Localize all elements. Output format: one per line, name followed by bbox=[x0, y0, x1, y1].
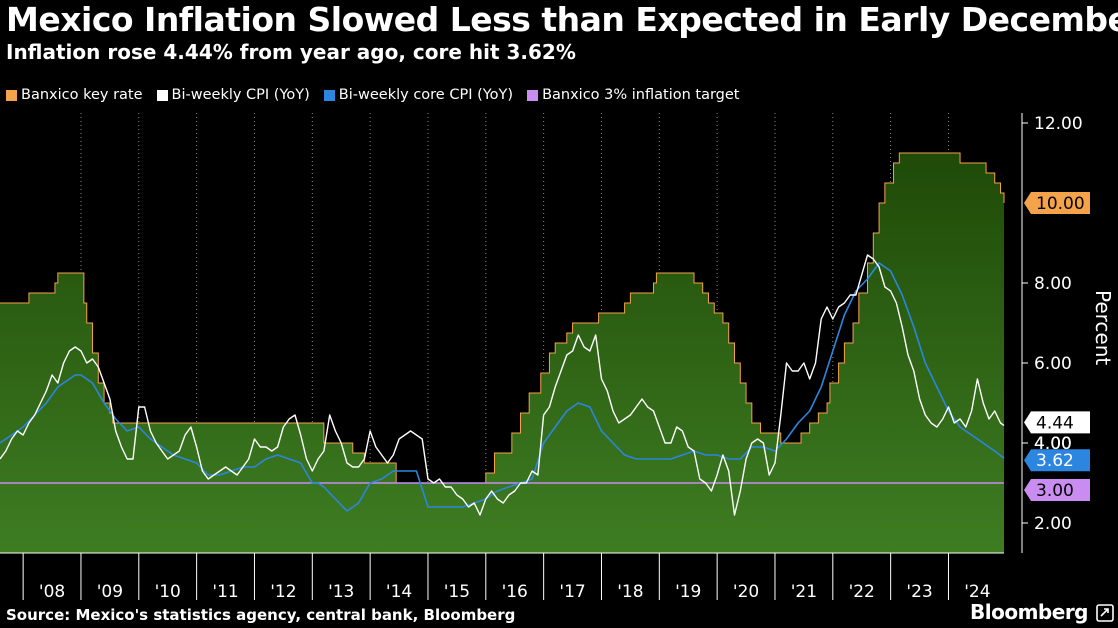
end-label-tag bbox=[1024, 411, 1090, 434]
x-tick-label: '09 bbox=[97, 582, 123, 600]
legend-item-core-cpi: Bi-weekly core CPI (YoY) bbox=[323, 87, 514, 103]
x-tick-label: '14 bbox=[386, 582, 412, 600]
y-tick-label: 4.00 bbox=[1034, 434, 1072, 454]
legend-swatch-key-rate bbox=[6, 89, 17, 101]
share-icon[interactable] bbox=[1096, 604, 1114, 622]
legend-label: Bi-weekly core CPI (YoY) bbox=[338, 87, 514, 103]
legend-item-target: Banxico 3% inflation target bbox=[527, 87, 740, 103]
legend-label: Bi-weekly CPI (YoY) bbox=[171, 87, 310, 103]
y-tick-label: 12.00 bbox=[1034, 114, 1083, 134]
end-label-tag bbox=[1024, 479, 1090, 501]
x-tick-label: '18 bbox=[617, 582, 643, 600]
y-axis-title: Percent bbox=[1091, 290, 1115, 365]
legend: Banxico key rate Bi-weekly CPI (YoY) Bi-… bbox=[6, 85, 754, 105]
x-tick-label: '24 bbox=[964, 582, 990, 600]
x-tick-label: '20 bbox=[733, 582, 759, 600]
y-tick-label: 8.00 bbox=[1034, 274, 1072, 294]
x-tick-label: '22 bbox=[849, 582, 875, 600]
key-rate-end-label: 10.00 bbox=[1024, 192, 1090, 214]
legend-label: Banxico 3% inflation target bbox=[542, 87, 740, 103]
legend-item-cpi: Bi-weekly CPI (YoY) bbox=[156, 87, 310, 103]
x-tick-label: '17 bbox=[559, 582, 585, 600]
x-tick-label: '21 bbox=[791, 582, 817, 600]
legend-swatch-core-cpi bbox=[323, 89, 335, 101]
x-tick-label: '23 bbox=[906, 582, 932, 600]
end-label-text: 4.44 bbox=[1036, 413, 1074, 433]
x-tick-label: '15 bbox=[444, 582, 470, 600]
legend-swatch-target bbox=[527, 89, 539, 101]
end-label-text: 10.00 bbox=[1036, 194, 1085, 214]
end-label-tag bbox=[1024, 192, 1090, 214]
key-rate-area bbox=[0, 153, 1004, 553]
cpi-end-label: 4.44 bbox=[1024, 411, 1090, 434]
chart-title: Mexico Inflation Slowed Less than Expect… bbox=[6, 0, 1118, 39]
x-tick-label: '10 bbox=[155, 582, 181, 600]
end-label-tag bbox=[1024, 449, 1090, 472]
y-tick-label: 4.00 bbox=[1034, 434, 1072, 454]
source-note: Source: Mexico's statistics agency, cent… bbox=[6, 606, 516, 624]
x-tick-label: '08 bbox=[39, 582, 65, 600]
x-tick-label: '13 bbox=[328, 582, 354, 600]
legend-label: Banxico key rate bbox=[21, 87, 143, 103]
legend-swatch-cpi bbox=[156, 89, 168, 101]
x-tick-label: '12 bbox=[270, 582, 296, 600]
x-tick-label: '19 bbox=[675, 582, 701, 600]
target-end-label: 3.00 bbox=[1024, 479, 1090, 501]
chart-plot: 2.004.006.008.0012.004.00Percent'08'09'1… bbox=[0, 113, 1115, 600]
chart-subtitle: Inflation rose 4.44% from year ago, core… bbox=[6, 40, 576, 64]
core-cpi-end-label: 3.62 bbox=[1024, 449, 1090, 472]
end-label-text: 3.62 bbox=[1036, 451, 1074, 471]
y-tick-label: 2.00 bbox=[1034, 514, 1072, 534]
x-tick-label: '11 bbox=[212, 582, 238, 600]
end-label-text: 3.00 bbox=[1036, 481, 1074, 501]
x-tick-label: '16 bbox=[502, 582, 528, 600]
legend-item-key-rate: Banxico key rate bbox=[6, 87, 143, 103]
y-tick-label: 6.00 bbox=[1034, 354, 1072, 374]
cpi-line bbox=[0, 254, 1005, 516]
core-cpi-line bbox=[0, 262, 1005, 512]
bloomberg-logo: Bloomberg bbox=[970, 600, 1088, 624]
